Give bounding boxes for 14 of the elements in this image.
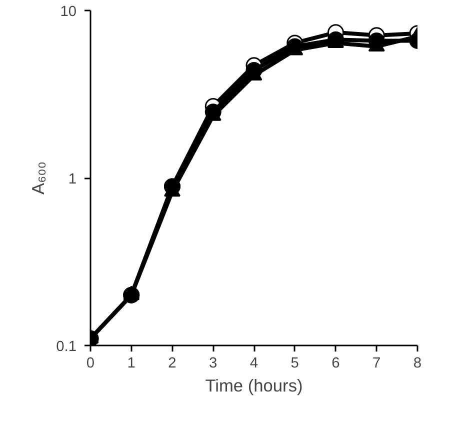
x-tick-label: 3: [209, 356, 218, 372]
x-tick-label: 1: [127, 356, 136, 372]
x-tick-label: 7: [372, 356, 381, 372]
x-tick-label: 2: [168, 356, 176, 372]
x-axis-title: Time (hours): [205, 376, 303, 396]
x-tick-label: 6: [332, 356, 340, 372]
x-tick-label: 8: [413, 356, 422, 372]
x-tick-label: 0: [86, 356, 95, 372]
y-tick-label: 1: [68, 172, 77, 188]
x-tick-label: 4: [250, 356, 258, 372]
y-tick-label: 0.1: [56, 339, 76, 355]
y-tick-label: 10: [60, 4, 77, 20]
x-tick-label: 5: [290, 356, 299, 372]
y-axis-title: A₆₀₀: [28, 162, 48, 194]
